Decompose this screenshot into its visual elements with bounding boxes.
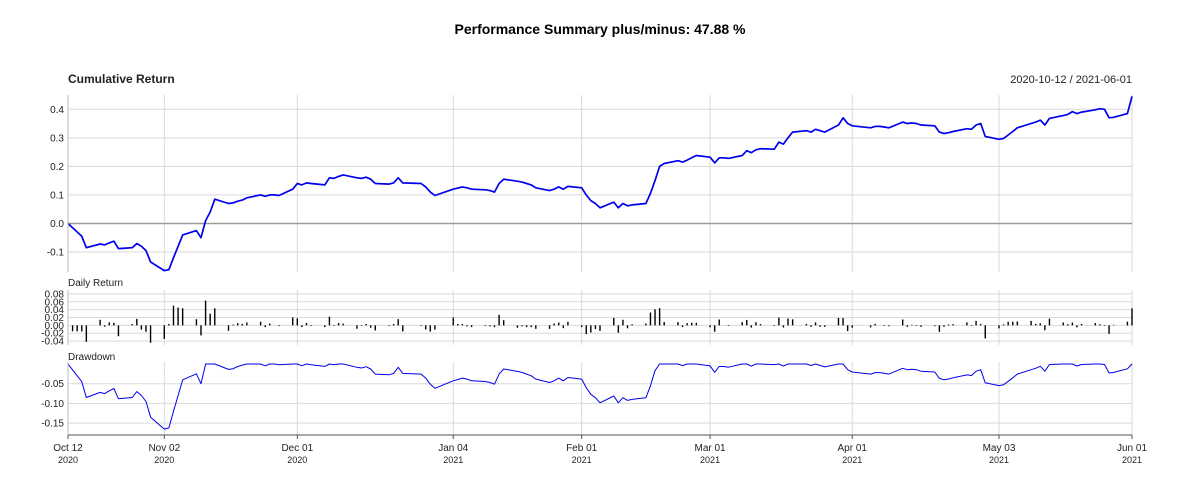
y-tick-label-cumulative: 0.3 [50, 133, 64, 144]
drawdown-line [67, 363, 1133, 430]
x-tick-year-label: 2020 [154, 455, 174, 465]
y-tick-label-cumulative: 0.0 [50, 219, 64, 230]
x-tick-year-label: 2020 [287, 455, 307, 465]
y-tick-label-daily: 0.06 [45, 297, 65, 308]
x-tick-label: Apr 01 [838, 443, 868, 454]
y-tick-label-cumulative: 0.2 [50, 162, 64, 173]
y-tick-label-drawdown: -0.10 [41, 399, 64, 410]
grid-layer [67, 95, 1133, 435]
y-tick-label-daily: 0.04 [45, 305, 65, 316]
y-tick-label-cumulative: 0.4 [50, 105, 64, 116]
x-tick-year-label: 2021 [1122, 455, 1142, 465]
x-tick-year-label: 2021 [443, 455, 463, 465]
y-tick-label-cumulative: -0.1 [47, 248, 65, 259]
panel-title-drawdown: Drawdown [68, 352, 115, 363]
x-tick-year-label: 2021 [989, 455, 1009, 465]
date-range-label: 2020-10-12 / 2021-06-01 [1010, 74, 1132, 86]
y-tick-label-drawdown: -0.05 [41, 379, 64, 390]
x-tick-label: Dec 01 [281, 443, 313, 454]
y-tick-label-daily: -0.02 [41, 329, 64, 340]
marks-layer [67, 96, 1133, 430]
y-tick-label-daily: -0.04 [41, 337, 64, 348]
y-tick-label-drawdown: -0.15 [41, 419, 64, 430]
y-tick-label-daily: 0.00 [45, 321, 65, 332]
y-tick-label-daily: 0.08 [45, 289, 65, 300]
x-tick-label: Jan 04 [438, 443, 468, 454]
x-tick-label: Feb 01 [566, 443, 598, 454]
y-tick-label-cumulative: 0.1 [50, 190, 64, 201]
x-tick-year-label: 2020 [58, 455, 78, 465]
x-tick-label: Mar 01 [695, 443, 727, 454]
y-tick-label-daily: 0.02 [45, 313, 65, 324]
chart-title: Performance Summary plus/minus: 47.88 % [455, 21, 747, 37]
cumulative-return-line [67, 96, 1133, 272]
axis-layer: -0.10.00.10.20.30.4-0.04-0.020.000.020.0… [41, 95, 1147, 465]
x-tick-year-label: 2021 [700, 455, 720, 465]
panel-title-cumulative: Cumulative Return [68, 72, 175, 86]
x-tick-label: Nov 02 [148, 443, 180, 454]
x-tick-label: May 03 [983, 443, 1016, 454]
panel-title-daily: Daily Return [68, 278, 123, 289]
x-tick-label: Oct 12 [53, 443, 83, 454]
x-tick-label: Jun 01 [1117, 443, 1147, 454]
x-tick-year-label: 2021 [572, 455, 592, 465]
x-tick-year-label: 2021 [842, 455, 862, 465]
